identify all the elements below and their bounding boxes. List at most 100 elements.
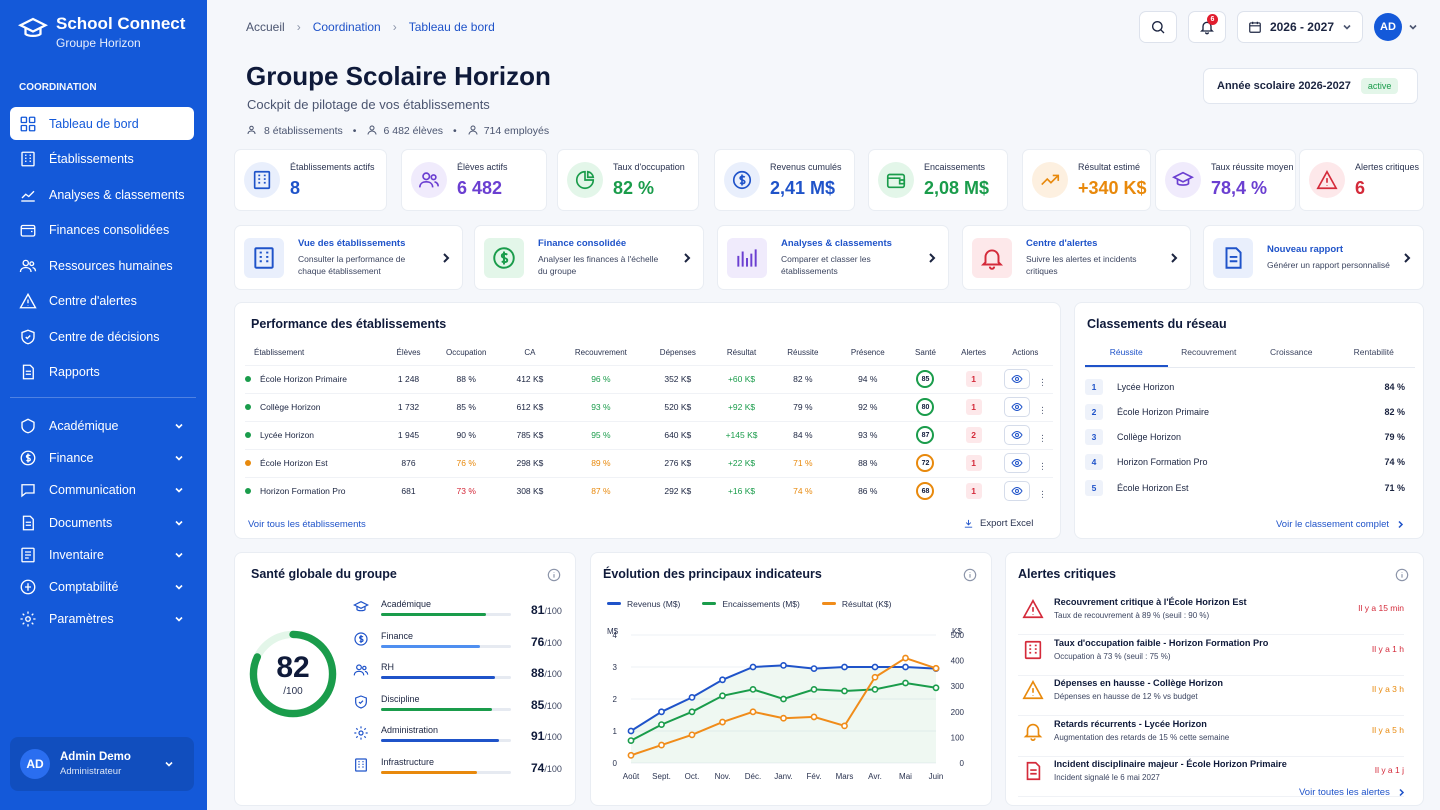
data-point[interactable] bbox=[841, 687, 848, 695]
school-year-select[interactable]: 2026 - 2027 bbox=[1236, 11, 1363, 43]
quick-action-card[interactable]: Nouveau rapport Générer un rapport person… bbox=[1203, 225, 1424, 290]
profile-menu[interactable]: AD bbox=[1374, 13, 1418, 41]
quick-action-card[interactable]: Finance consolidée Analyser les finances … bbox=[474, 225, 704, 290]
notifications-button[interactable]: 6 bbox=[1187, 11, 1226, 43]
data-point[interactable] bbox=[780, 714, 787, 722]
kpi-card[interactable]: Revenus cumulés 2,41 M$ bbox=[714, 149, 855, 211]
more-options-icon[interactable]: ⋮ bbox=[1038, 377, 1047, 387]
table-row[interactable]: École Horizon Est 876 76 % 298 K$ 89 % 276 K$… bbox=[245, 448, 1053, 477]
data-point[interactable] bbox=[627, 751, 635, 759]
ranking-row[interactable]: 1 Lycée Horizon 84 % bbox=[1085, 374, 1405, 399]
nav-group-finance[interactable]: Finance bbox=[10, 443, 194, 473]
nav-item-decisions[interactable]: Centre de décisions bbox=[10, 320, 194, 353]
data-point[interactable] bbox=[871, 686, 879, 693]
data-point[interactable] bbox=[780, 662, 787, 669]
view-button[interactable] bbox=[1004, 425, 1031, 445]
data-point[interactable] bbox=[688, 694, 696, 701]
data-point[interactable] bbox=[658, 708, 665, 716]
ranking-row[interactable]: 3 Collège Horizon 79 % bbox=[1085, 425, 1405, 450]
kpi-card[interactable]: Élèves actifs 6 482 bbox=[401, 149, 547, 211]
tab-recouvrement[interactable]: Recouvrement bbox=[1181, 347, 1237, 357]
data-point[interactable] bbox=[688, 731, 696, 739]
nav-item-etablissements[interactable]: Établissements bbox=[10, 143, 194, 176]
data-point[interactable] bbox=[719, 676, 726, 684]
data-point[interactable] bbox=[871, 663, 879, 671]
nav-group-comptabilite[interactable]: Comptabilité bbox=[10, 572, 194, 602]
data-point[interactable] bbox=[719, 718, 726, 726]
nav-item-rapports[interactable]: Rapports bbox=[10, 356, 194, 389]
info-icon[interactable] bbox=[963, 568, 977, 582]
view-button[interactable] bbox=[1004, 481, 1031, 502]
kpi-card[interactable]: Taux réussite moyen 78,4 % bbox=[1155, 149, 1296, 211]
data-point[interactable] bbox=[810, 713, 818, 721]
brand[interactable]: School Connect Groupe Horizon bbox=[18, 14, 185, 50]
data-point[interactable] bbox=[688, 708, 696, 716]
data-point[interactable] bbox=[780, 695, 787, 703]
quick-action-card[interactable]: Analyses & classements Comparer et classe… bbox=[717, 225, 949, 290]
data-point[interactable] bbox=[749, 663, 757, 671]
tab-croissance[interactable]: Croissance bbox=[1269, 347, 1313, 357]
breadcrumb-home[interactable]: Accueil bbox=[246, 20, 285, 34]
table-row[interactable]: Horizon Formation Pro 681 73 % 308 K$ 87 % 29… bbox=[245, 476, 1053, 505]
more-options-icon[interactable]: ⋮ bbox=[1038, 461, 1047, 471]
search-button[interactable] bbox=[1138, 11, 1177, 43]
data-point[interactable] bbox=[902, 679, 909, 687]
table-row[interactable]: Collège Horizon 1 732 85 % 612 K$ 93 % 520 K$… bbox=[245, 392, 1053, 421]
view-button[interactable] bbox=[1004, 453, 1031, 473]
nav-item-dashboard[interactable]: Tableau de bord bbox=[10, 107, 194, 140]
data-point[interactable] bbox=[810, 686, 818, 693]
export-excel-button[interactable]: Export Excel bbox=[963, 518, 1033, 529]
data-point[interactable] bbox=[932, 684, 940, 692]
kpi-card[interactable]: Résultat estimé +340 K$ bbox=[1022, 149, 1151, 211]
data-point[interactable] bbox=[627, 737, 635, 744]
data-point[interactable] bbox=[871, 673, 879, 681]
quick-action-card[interactable]: Vue des établissements Consulter la perfo… bbox=[234, 225, 463, 290]
nav-group-communication[interactable]: Communication bbox=[10, 475, 194, 505]
table-row[interactable]: École Horizon Primaire 1 248 88 % 412 K$ 96 … bbox=[245, 364, 1053, 393]
data-point[interactable] bbox=[932, 664, 940, 672]
tab-rentabilite[interactable]: Rentabilité bbox=[1353, 347, 1394, 357]
data-point[interactable] bbox=[902, 663, 909, 671]
data-point[interactable] bbox=[658, 721, 665, 728]
view-button[interactable] bbox=[1004, 397, 1031, 417]
alert-item[interactable]: Retards récurrents - Lycée Horizon Augmen… bbox=[1018, 717, 1404, 757]
ranking-row[interactable]: 4 Horizon Formation Pro 74 % bbox=[1085, 450, 1405, 475]
tab-reussite[interactable]: Réussite bbox=[1085, 339, 1168, 367]
nav-item-alertes[interactable]: Centre d'alertes bbox=[10, 285, 194, 318]
alert-item[interactable]: Incident disciplinaire majeur - École Ho… bbox=[1018, 757, 1404, 797]
ranking-row[interactable]: 2 École Horizon Primaire 82 % bbox=[1085, 399, 1405, 424]
quick-action-card[interactable]: Centre d'alertes Suivre les alertes et in… bbox=[962, 225, 1191, 290]
nav-group-parametres[interactable]: Paramètres bbox=[10, 604, 194, 634]
data-point[interactable] bbox=[658, 741, 665, 749]
data-point[interactable] bbox=[719, 692, 726, 700]
more-options-icon[interactable]: ⋮ bbox=[1038, 405, 1047, 415]
nav-group-documents[interactable]: Documents bbox=[10, 508, 194, 538]
data-point[interactable] bbox=[627, 727, 635, 735]
nav-item-analyses[interactable]: Analyses & classements bbox=[10, 178, 194, 211]
nav-group-inventaire[interactable]: Inventaire bbox=[10, 540, 194, 570]
nav-item-finances[interactable]: Finances consolidées bbox=[10, 214, 194, 247]
kpi-card[interactable]: Alertes critiques 6 bbox=[1299, 149, 1424, 211]
kpi-card[interactable]: Encaissements 2,08 M$ bbox=[868, 149, 1008, 211]
nav-item-rh[interactable]: Ressources humaines bbox=[10, 249, 194, 282]
table-row[interactable]: Lycée Horizon 1 945 90 % 785 K$ 95 % 640 K$ +1… bbox=[245, 420, 1053, 449]
nav-group-academique[interactable]: Académique bbox=[10, 411, 194, 441]
alert-item[interactable]: Recouvrement critique à l'École Horizon … bbox=[1018, 595, 1404, 635]
alert-item[interactable]: Dépenses en hausse - Collège Horizon Dépe… bbox=[1018, 676, 1404, 716]
more-options-icon[interactable]: ⋮ bbox=[1038, 489, 1047, 500]
data-point[interactable] bbox=[841, 663, 848, 671]
data-point[interactable] bbox=[749, 708, 757, 716]
kpi-card[interactable]: Taux d'occupation 82 % bbox=[557, 149, 699, 211]
ranking-row[interactable]: 5 École Horizon Est 71 % bbox=[1085, 475, 1405, 500]
data-point[interactable] bbox=[749, 686, 757, 693]
more-options-icon[interactable]: ⋮ bbox=[1038, 433, 1047, 443]
info-icon[interactable] bbox=[547, 568, 561, 582]
data-point[interactable] bbox=[841, 722, 848, 730]
user-menu[interactable]: AD Admin Demo Administrateur bbox=[10, 737, 194, 791]
view-button[interactable] bbox=[1004, 369, 1031, 389]
view-all-alerts-link[interactable]: Voir toutes les alertes bbox=[1299, 787, 1405, 798]
data-point[interactable] bbox=[810, 665, 818, 672]
view-all-establishments-link[interactable]: Voir tous les établissements bbox=[248, 519, 366, 530]
alert-item[interactable]: Taux d'occupation faible - Horizon Forma… bbox=[1018, 636, 1404, 676]
breadcrumb-coordination[interactable]: Coordination bbox=[312, 20, 381, 34]
